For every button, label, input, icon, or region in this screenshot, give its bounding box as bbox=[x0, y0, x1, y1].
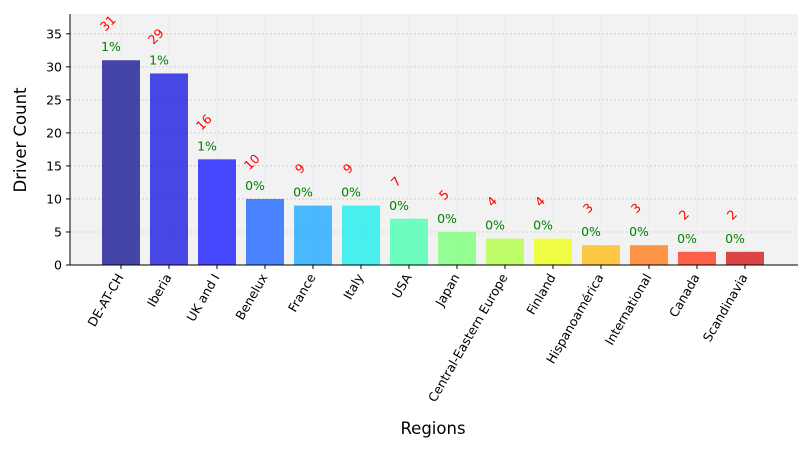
bar bbox=[246, 198, 284, 265]
y-tick-label: 20 bbox=[46, 125, 62, 140]
x-tick-label: DE-AT-CH bbox=[84, 271, 126, 329]
plot-background bbox=[70, 14, 798, 265]
bar bbox=[150, 73, 188, 266]
percent-label: 0% bbox=[629, 224, 649, 239]
bar bbox=[726, 251, 764, 265]
y-tick-label: 15 bbox=[46, 158, 62, 173]
x-axis-ticks: DE-AT-CH Iberia UK and I Benelux France Italy… bbox=[84, 265, 751, 404]
percent-label: 1% bbox=[149, 52, 169, 67]
percent-label: 0% bbox=[389, 198, 409, 213]
percent-label: 0% bbox=[677, 231, 697, 246]
y-tick-label: 35 bbox=[46, 26, 62, 41]
y-axis-ticks: 0 5 10 15 20 25 30 35 bbox=[46, 26, 70, 273]
y-tick-label: 5 bbox=[54, 224, 62, 239]
bar bbox=[678, 251, 716, 265]
y-tick-label: 10 bbox=[46, 191, 62, 206]
bar bbox=[486, 238, 524, 265]
x-axis-title: Regions bbox=[400, 419, 465, 438]
x-tick-label: Iberia bbox=[144, 271, 175, 309]
x-tick-label: Italy bbox=[340, 270, 367, 302]
x-tick-label: Japan bbox=[432, 271, 463, 310]
bar bbox=[630, 245, 668, 265]
bar bbox=[438, 231, 476, 265]
y-tick-label: 30 bbox=[46, 59, 62, 74]
percent-label: 0% bbox=[533, 218, 553, 233]
x-tick-label: Benelux bbox=[232, 271, 270, 322]
percent-label: 1% bbox=[197, 138, 217, 153]
y-axis-title: Driver Count bbox=[11, 87, 30, 193]
bar bbox=[534, 238, 572, 265]
x-tick-label: Canada bbox=[666, 271, 703, 320]
percent-label: 1% bbox=[101, 39, 121, 54]
bar bbox=[294, 205, 332, 265]
x-tick-label: UK and I bbox=[183, 271, 222, 324]
y-tick-label: 0 bbox=[54, 258, 62, 273]
y-tick-label: 25 bbox=[46, 92, 62, 107]
percent-label: 0% bbox=[725, 231, 745, 246]
percent-label: 0% bbox=[581, 224, 601, 239]
percent-label: 0% bbox=[341, 185, 361, 200]
bar bbox=[582, 245, 620, 265]
x-tick-label: USA bbox=[389, 271, 415, 301]
bar bbox=[390, 218, 428, 265]
percent-label: 0% bbox=[245, 178, 265, 193]
x-tick-label: International bbox=[602, 271, 655, 348]
bar bbox=[342, 205, 380, 265]
percent-label: 0% bbox=[293, 185, 313, 200]
x-tick-label: France bbox=[285, 271, 319, 315]
bars bbox=[102, 60, 764, 266]
x-tick-label: Finland bbox=[523, 271, 558, 317]
percent-label: 0% bbox=[437, 211, 457, 226]
bar bbox=[198, 159, 236, 265]
bar bbox=[102, 60, 140, 265]
x-tick-label: Scandinavia bbox=[700, 271, 751, 344]
percent-label: 0% bbox=[485, 218, 505, 233]
